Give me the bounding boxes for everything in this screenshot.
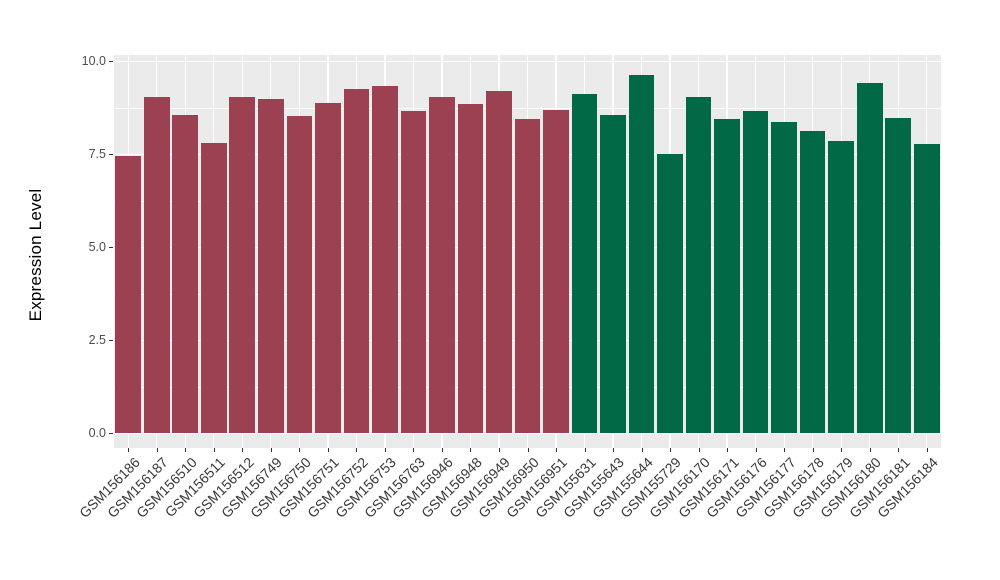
- y-tick-mark: [109, 433, 113, 434]
- x-tick-mark: [556, 448, 558, 452]
- bar-GSM156186: [115, 155, 142, 433]
- bar-GSM156187: [143, 97, 170, 433]
- x-tick-mark: [641, 448, 643, 452]
- bar-GSM156184: [913, 144, 940, 433]
- bar-GSM156948: [457, 104, 484, 433]
- y-tick-label: 7.5: [88, 147, 106, 161]
- x-tick-mark: [470, 448, 472, 452]
- bar-GSM156752: [343, 88, 370, 433]
- bar-GSM156749: [258, 98, 284, 433]
- y-tick-label: 2.5: [88, 333, 106, 347]
- bar-GSM156179: [828, 140, 854, 433]
- x-tick-mark: [213, 448, 215, 452]
- y-tick-mark: [109, 154, 113, 155]
- x-tick-mark: [584, 448, 586, 452]
- bar-GSM156176: [742, 111, 769, 433]
- x-tick-mark: [128, 448, 130, 452]
- x-tick-mark: [327, 448, 329, 452]
- bar-GSM155729: [657, 154, 683, 433]
- x-tick-mark: [869, 448, 871, 452]
- y-tick-mark: [109, 61, 113, 62]
- plot-panel: [114, 55, 941, 448]
- bar-GSM156750: [286, 116, 313, 433]
- y-tick-label: 0.0: [88, 426, 106, 440]
- x-tick-mark: [441, 448, 443, 452]
- bar-GSM156170: [685, 97, 712, 433]
- bar-GSM156946: [429, 97, 455, 433]
- bar-GSM156510: [172, 114, 199, 433]
- x-tick-mark: [498, 448, 500, 452]
- x-tick-mark: [784, 448, 786, 452]
- bar-GSM156178: [799, 130, 826, 433]
- x-tick-mark: [841, 448, 843, 452]
- bar-GSM156181: [885, 118, 912, 433]
- x-tick-mark: [527, 448, 529, 452]
- y-tick-label: 5.0: [88, 240, 106, 254]
- x-tick-mark: [270, 448, 272, 452]
- bar-GSM156753: [372, 86, 398, 433]
- x-tick-mark: [384, 448, 386, 452]
- bar-GSM156180: [856, 83, 883, 433]
- bar-GSM156512: [229, 97, 256, 433]
- y-tick-mark: [109, 247, 113, 248]
- bar-GSM155643: [600, 114, 626, 433]
- x-tick-mark: [356, 448, 358, 452]
- x-tick-mark: [299, 448, 301, 452]
- bar-GSM156949: [486, 91, 512, 433]
- x-tick-mark: [755, 448, 757, 452]
- bar-GSM156950: [514, 118, 541, 433]
- x-tick-mark: [926, 448, 928, 452]
- x-tick-mark: [698, 448, 700, 452]
- x-tick-mark: [898, 448, 900, 452]
- x-tick-mark: [242, 448, 244, 452]
- x-tick-mark: [727, 448, 729, 452]
- bar-GSM156951: [543, 109, 569, 433]
- x-tick-mark: [185, 448, 187, 452]
- bar-GSM156171: [714, 119, 740, 433]
- x-tick-mark: [670, 448, 672, 452]
- bar-GSM156511: [200, 142, 227, 433]
- bar-GSM156177: [771, 122, 797, 433]
- x-tick-mark: [613, 448, 615, 452]
- y-axis-title: Expression Level: [26, 188, 45, 322]
- y-tick-mark: [109, 340, 113, 341]
- bar-GSM155644: [628, 75, 655, 433]
- bar-GSM155631: [571, 94, 598, 433]
- x-tick-mark: [413, 448, 415, 452]
- x-tick-mark: [812, 448, 814, 452]
- bar-GSM156763: [400, 111, 427, 433]
- bar-GSM156751: [315, 103, 341, 433]
- y-tick-label: 10.0: [81, 54, 106, 68]
- x-tick-mark: [156, 448, 158, 452]
